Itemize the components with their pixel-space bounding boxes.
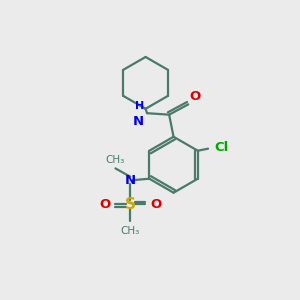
Text: S: S bbox=[125, 197, 136, 212]
Text: CH₃: CH₃ bbox=[121, 226, 140, 236]
Text: Cl: Cl bbox=[214, 141, 228, 154]
Text: O: O bbox=[99, 198, 110, 211]
Text: H: H bbox=[135, 101, 144, 111]
Text: O: O bbox=[150, 198, 161, 211]
Text: O: O bbox=[190, 90, 201, 103]
Text: CH₃: CH₃ bbox=[106, 155, 125, 166]
Text: N: N bbox=[133, 115, 144, 128]
Text: N: N bbox=[124, 174, 136, 187]
